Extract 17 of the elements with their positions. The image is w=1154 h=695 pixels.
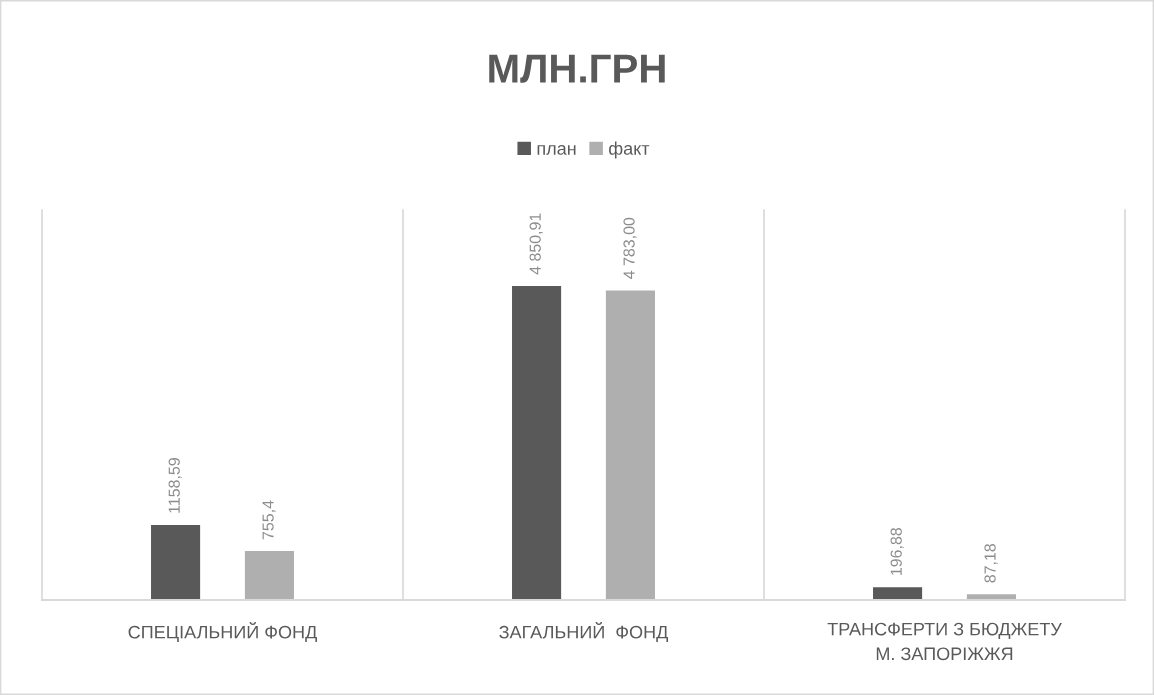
data-label: 1158,59 (168, 458, 182, 513)
x-tick-label: СПЕЦІАЛЬНИЙ ФОНД (128, 622, 317, 642)
data-label: 755,4 (262, 500, 276, 540)
bar (873, 587, 923, 600)
bar (244, 551, 294, 600)
legend-label: план (537, 144, 576, 155)
data-label: 4 783,00 (623, 217, 637, 279)
bar (512, 285, 562, 600)
x-tick-label: ЗАГАЛЬНИЙ ФОНД (499, 622, 669, 642)
data-label: 196,88 (890, 527, 904, 575)
bar (605, 290, 655, 600)
bar (151, 525, 201, 600)
chart-title: МЛН.ГРН (489, 54, 665, 83)
data-label: 87,18 (984, 543, 998, 583)
x-tick-label: ТРАНСФЕРТИ З БЮДЖЕТУ М. ЗАПОРІЖЖЯ (827, 622, 1062, 661)
legend-label: факт (609, 141, 650, 159)
data-label: 4 850,91 (529, 213, 543, 275)
